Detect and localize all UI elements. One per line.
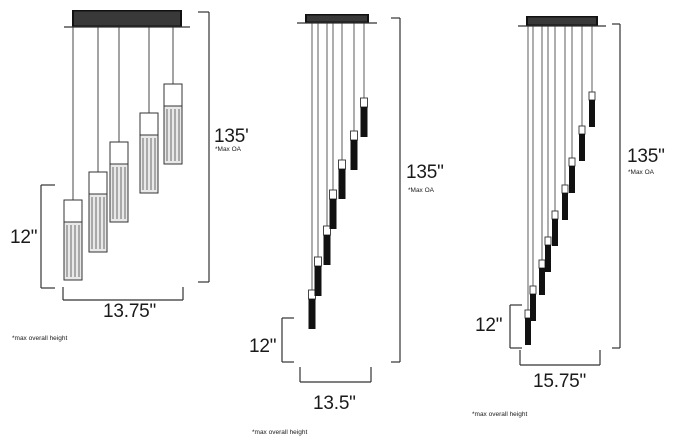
pendant (338, 23, 346, 199)
pendant-glass (88, 193, 108, 253)
pendant-body (525, 318, 531, 345)
pendant-cap (551, 210, 559, 220)
pendant-body (552, 219, 558, 246)
length-dimension-bracket (40, 184, 55, 289)
fixture-5-light-drawing (40, 10, 210, 301)
pendant-cap (88, 171, 108, 195)
pendant (551, 26, 559, 246)
pendant-body (562, 193, 568, 220)
pendant-body (589, 100, 595, 127)
pendant (323, 23, 331, 265)
pendant-glass (63, 221, 83, 281)
pendant-cap (308, 289, 316, 300)
fixture-1-width-label: 13.75" (103, 301, 157, 322)
pendant (561, 26, 569, 220)
pendant-cap (529, 285, 537, 295)
pendant-cap (314, 256, 322, 267)
fixture-1-footnote: *max overall height (12, 335, 68, 342)
pendant-cap (561, 184, 569, 194)
pendant-body (323, 235, 331, 265)
fixture-3-footnote: *max overall height (472, 411, 528, 418)
pendant-cap (544, 236, 552, 246)
fixture-2-height-label: 135" (406, 162, 444, 183)
fixture-1-height-note: *Max OA (215, 146, 242, 153)
width-dimension-bracket (519, 350, 601, 366)
pendant-cap (139, 112, 159, 136)
pendant-body (539, 268, 545, 295)
pendant-body (350, 140, 358, 170)
width-dimension-bracket (62, 287, 184, 301)
pendant (538, 26, 546, 295)
canopy (64, 10, 190, 28)
pendant-body (530, 294, 536, 321)
pendant-glass (109, 163, 129, 223)
pendant (329, 23, 337, 229)
pendant-cap (323, 225, 331, 236)
length-dimension-bracket (281, 317, 294, 363)
fixture-2-width-label: 13.5" (313, 393, 356, 414)
pendant-glass (139, 134, 159, 194)
pendant (529, 26, 537, 321)
pendant (360, 23, 368, 137)
length-dimension-bracket (509, 304, 522, 349)
pendant-body (338, 169, 346, 199)
fixture-2-footnote: *max overall height (252, 429, 308, 436)
height-dimension-bracket (391, 17, 401, 363)
pendant-cap (360, 97, 368, 108)
pendant (314, 23, 322, 296)
pendant (568, 26, 576, 193)
pendant (88, 27, 108, 253)
fixture-1-length-label: 12" (10, 227, 38, 248)
pendant (544, 26, 552, 272)
pendant (578, 26, 586, 161)
pendant-body (579, 134, 585, 161)
pendant-cap (329, 189, 337, 200)
pendant-cap (63, 199, 83, 223)
fixture-9-light-drawing (509, 16, 621, 366)
pendant-cap (588, 91, 596, 101)
fixture-2-height-note: *Max OA (408, 187, 435, 194)
pendant-body (329, 199, 337, 229)
height-dimension-bracket (198, 11, 210, 283)
pendant-body (545, 245, 551, 272)
pendant-cap (338, 159, 346, 170)
pendant (139, 27, 159, 194)
fixture-3-width-label: 15.75" (533, 371, 587, 392)
pendant-cap (350, 130, 358, 141)
height-dimension-bracket (612, 23, 621, 349)
pendant (588, 26, 596, 127)
fixture-1-height-label: 135' (214, 126, 249, 147)
fixture-3-length-label: 12" (475, 315, 503, 336)
canopy (297, 14, 377, 24)
fixture-3-height-note: *Max OA (628, 169, 655, 176)
pendant (308, 23, 316, 329)
pendant-body (569, 166, 575, 193)
width-dimension-bracket (299, 367, 372, 383)
pendant (109, 27, 129, 223)
pendant-body (314, 266, 322, 296)
pendant (163, 27, 183, 165)
pendant-cap (163, 83, 183, 107)
pendant-body (360, 107, 368, 137)
fixture-3-height-label: 135" (627, 146, 665, 167)
fixture-2-length-label: 12" (249, 336, 277, 357)
pendant-glass (163, 105, 183, 165)
fixture-7-light-drawing (281, 14, 401, 383)
pendant (63, 27, 83, 281)
canopy (518, 16, 606, 27)
pendant (350, 23, 358, 170)
pendant-cap (578, 125, 586, 135)
pendant-cap (568, 157, 576, 167)
pendant-cap (109, 141, 129, 165)
pendant-body (308, 299, 316, 329)
pendant-cap (538, 259, 546, 269)
